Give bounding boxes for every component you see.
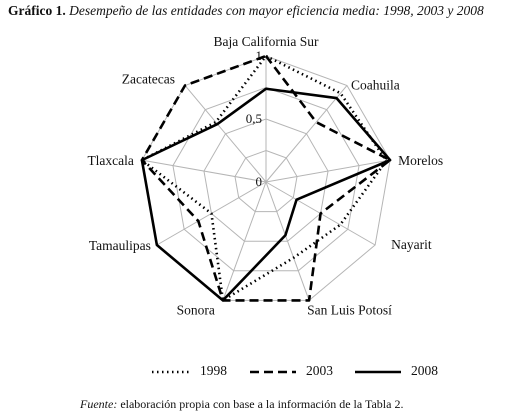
grid-spoke-3: [265, 159, 391, 183]
grid-spoke-5: [265, 181, 310, 301]
tick-label-1: 0: [256, 174, 263, 189]
series-2008-line: [140, 87, 392, 302]
source-text: elaboración propia con base a la informa…: [120, 397, 404, 411]
grid-spoke-9: [184, 85, 267, 183]
grid-spoke-6: [222, 181, 267, 301]
legend-label-1998: 1998: [200, 363, 227, 378]
grid-ring-2: [203, 118, 329, 242]
axis-label-5: San Luis Potosí: [307, 302, 392, 317]
tick-label-2: 0,5: [246, 111, 262, 126]
axis-label-7: Tamaulipas: [89, 238, 151, 253]
figure-title-lead: Gráfico 1.: [8, 3, 66, 18]
legend-swatch-2003: [250, 370, 296, 374]
legend-swatch-1998: [152, 370, 192, 374]
axis-label-4: Nayarit: [391, 237, 432, 252]
figure-title-text: Desempeño de las entidades con mayor efi…: [69, 3, 484, 18]
axis-label-8: Tlaxcala: [87, 153, 133, 168]
legend-label-2008: 2008: [411, 363, 438, 378]
axis-label-2: Coahuila: [351, 77, 400, 92]
axis-label-3: Morelos: [398, 153, 443, 168]
axis-label-6: Sonora: [177, 302, 215, 317]
axis-label-1: Baja California Sur: [214, 34, 319, 49]
series-2003-line: [140, 54, 392, 302]
source-lead: Fuente:: [80, 397, 118, 411]
figure-title: Gráfico 1. Desempeño de las entidades co…: [8, 3, 523, 19]
legend: 1998 2003 2008: [150, 362, 450, 382]
grid-ring-1: [234, 149, 298, 213]
axis-label-9: Zacatecas: [122, 71, 175, 86]
grid-spoke-2: [265, 85, 348, 183]
tick-label-3: 1: [256, 48, 263, 63]
legend-swatch-2008: [355, 370, 401, 374]
legend-label-2003: 2003: [306, 363, 333, 378]
grid-spoke-8: [141, 159, 267, 183]
source-note: Fuente: elaboración propia con base a la…: [80, 397, 403, 412]
